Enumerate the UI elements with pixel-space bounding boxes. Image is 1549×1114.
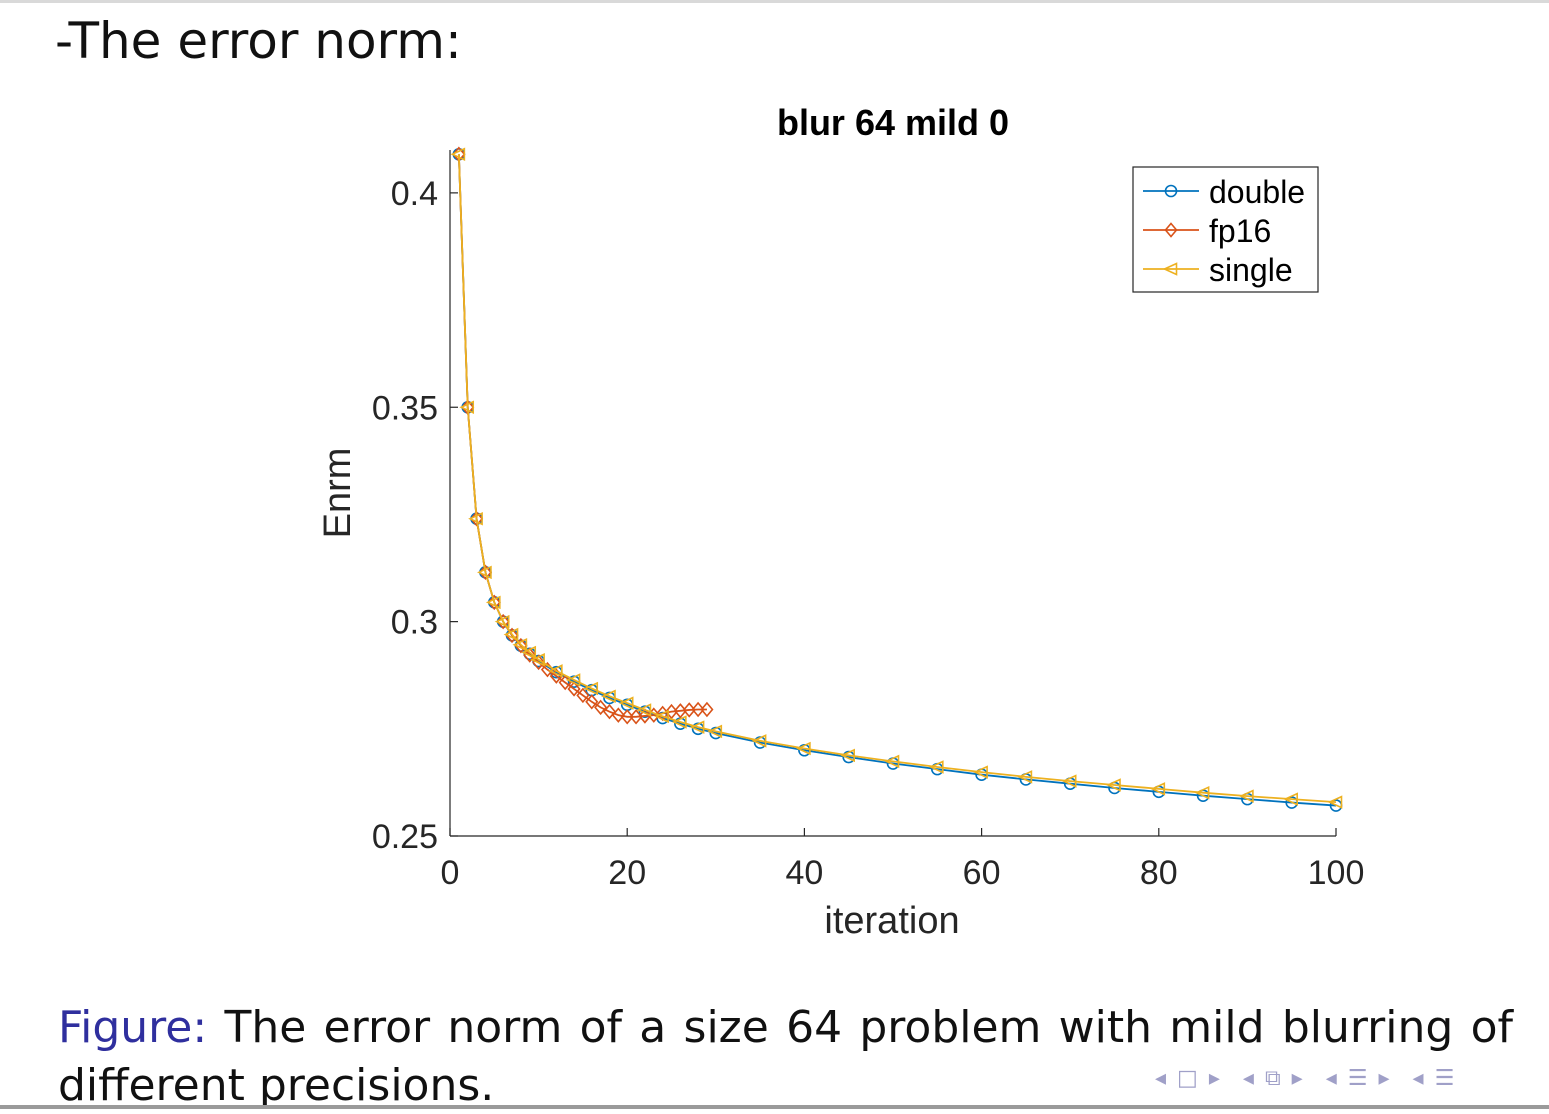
data-point-fp16 [611,707,625,723]
data-point-single [468,511,483,526]
data-point-fp16 [700,701,714,718]
data-point-single [601,689,616,703]
data-point-single [450,147,466,162]
nav-next-subsection-icon[interactable]: ▸ [1291,1066,1303,1091]
data-point-single [707,724,723,739]
data-point-fp16 [549,668,563,684]
data-point-single [795,741,811,756]
data-point-single [565,673,581,687]
data-point-fp16 [532,654,546,671]
data-point-fp16 [691,701,705,718]
x-tick-label: 60 [963,854,1001,892]
series-single [450,147,1343,809]
legend-marker [1162,262,1178,276]
series-layer [450,146,1343,812]
chart-title: blur 64 mild 0 [777,102,1009,143]
data-point-single [583,681,599,696]
data-point-single [521,645,537,660]
beamer-navigation: ◂ □ ▸ ◂ ⧉ ▸ ◂ ☰ ▸ ◂ ☰ [1155,1066,1547,1092]
y-tick-label: 0.25 [372,818,438,856]
data-point-single [689,720,705,734]
data-point-single [973,765,988,779]
legend-label: fp16 [1209,213,1271,249]
legend-label: double [1209,174,1305,210]
nav-frame-icon[interactable]: □ [1177,1066,1198,1091]
nav-prev-section-icon[interactable]: ◂ [1325,1066,1337,1091]
data-point-single [530,653,545,667]
data-point-single [547,664,563,678]
figure-caption: Figure: The error norm of a size 64 prob… [58,1000,1513,1056]
data-point-single [840,748,856,763]
data-point-single [494,614,510,629]
data-point-fp16 [576,687,590,704]
bottom-rule [0,1105,1549,1109]
legend-entry-double: double [1143,174,1305,210]
slide-heading: -The error norm: [55,12,462,70]
x-tick-label: 100 [1308,854,1365,892]
caption-text-line1: The error norm of a size 64 problem with… [224,1002,1513,1053]
nav-next-frame-icon[interactable]: ▸ [1208,1066,1220,1091]
y-tick-label: 0.3 [391,604,438,642]
data-point-fp16 [682,702,696,718]
legend-marker [1164,222,1178,238]
data-point-single [503,627,519,642]
nav-section-icon[interactable]: ☰ [1347,1066,1368,1091]
data-point-single [1283,792,1298,806]
data-point-fp16 [585,694,599,710]
caption-text-line2: different precisions. [58,1060,495,1111]
data-point-single [1061,774,1077,788]
data-point-fp16 [602,703,617,720]
x-axis-label: iteration [824,900,959,942]
nav-prev-doc-icon[interactable]: ◂ [1412,1066,1424,1091]
data-point-single [636,703,652,717]
data-point-single [1106,778,1121,792]
data-point-single [1150,782,1166,796]
nav-prev-subsection-icon[interactable]: ◂ [1242,1066,1254,1091]
series-line-fp16 [457,154,707,718]
data-point-single [671,715,687,729]
x-tick-label: 40 [785,854,823,892]
legend-marker [1164,184,1178,198]
caption-prefix: Figure: [58,1002,208,1053]
data-point-single [618,696,634,710]
y-axis-label: Enrm [317,448,359,539]
data-point-single [654,709,669,724]
data-point-single [1017,770,1033,784]
data-point-single [928,760,944,774]
x-tick-label: 20 [608,854,646,892]
chart: 0 20 40 60 80 100 0.25 0.3 0.35 0.4 blur 64 mild … [317,102,1365,942]
data-point-single [1194,785,1210,800]
legend-entry-fp16: fp16 [1143,213,1271,249]
data-point-fp16 [523,647,537,663]
nav-prev-frame-icon[interactable]: ◂ [1155,1066,1167,1091]
data-point-fp16 [620,709,634,725]
legend-label: single [1209,252,1293,288]
data-point-fp16 [567,681,581,697]
nav-doc-icon[interactable]: ☰ [1434,1066,1455,1091]
data-point-single [459,400,475,414]
plot-frame [449,150,1336,837]
nav-subsection-icon[interactable]: ⧉ [1264,1066,1281,1091]
data-point-single [485,595,501,610]
series-fp16 [452,146,714,725]
y-tick-label: 0.35 [372,389,438,427]
legend-entry-single: single [1143,252,1293,288]
series-line-single [457,154,1337,804]
data-point-single [1327,795,1343,809]
x-tick-label: 0 [441,854,460,892]
nav-next-section-icon[interactable]: ▸ [1378,1066,1390,1091]
y-tick-label: 0.4 [391,175,438,213]
data-point-fp16 [594,699,608,716]
axes-layer: 0 20 40 60 80 100 0.25 0.3 0.35 0.4 [372,175,1365,892]
data-point-single [884,754,900,769]
data-point-single [512,638,528,652]
x-tick-label: 80 [1140,854,1178,892]
data-point-single [1238,789,1254,803]
data-point-single [751,734,767,748]
data-point-single [477,565,492,580]
top-rule [0,0,1549,3]
